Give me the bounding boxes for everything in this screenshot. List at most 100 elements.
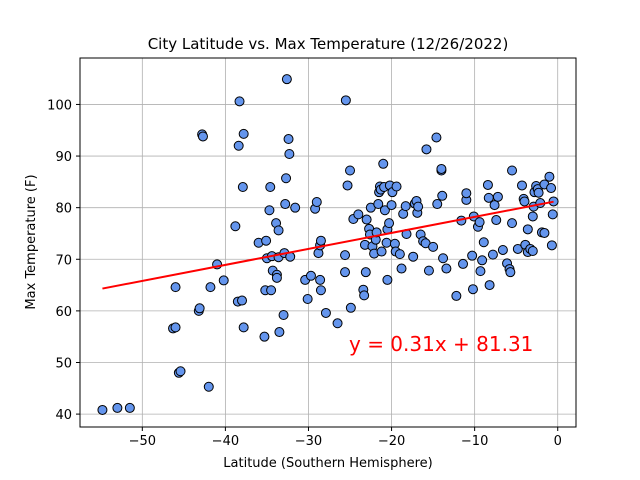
data-point xyxy=(234,96,245,107)
data-point xyxy=(205,282,216,293)
data-point xyxy=(170,322,181,333)
data-point xyxy=(421,144,432,155)
x-axis-label: Latitude (Southern Hemisphere) xyxy=(223,456,432,471)
data-point xyxy=(431,132,442,143)
data-point xyxy=(394,249,405,260)
data-point xyxy=(527,211,538,222)
data-point xyxy=(271,272,282,283)
data-point xyxy=(441,263,452,274)
data-point xyxy=(458,258,469,269)
data-point xyxy=(340,250,351,261)
data-point xyxy=(238,322,249,333)
data-point xyxy=(373,199,384,210)
data-point xyxy=(492,191,503,202)
data-point xyxy=(376,246,387,257)
data-point xyxy=(359,290,370,301)
data-point xyxy=(436,163,447,174)
data-point xyxy=(432,199,443,210)
data-point xyxy=(474,217,485,228)
y-tick-label: 70 xyxy=(55,253,72,268)
x-tick-label: −20 xyxy=(378,434,405,449)
data-point xyxy=(408,251,419,262)
data-point xyxy=(428,241,439,252)
regression-equation: y = 0.31x + 81.31 xyxy=(349,332,533,356)
data-point xyxy=(264,205,275,216)
data-point xyxy=(284,148,295,159)
data-point xyxy=(522,224,533,235)
data-point xyxy=(273,225,284,236)
data-point xyxy=(237,182,248,193)
data-point xyxy=(484,280,495,291)
data-point xyxy=(384,218,395,229)
y-tick-label: 60 xyxy=(55,305,72,320)
data-point xyxy=(278,310,289,321)
data-point xyxy=(261,235,272,246)
data-point xyxy=(315,274,326,285)
x-tick-label: −40 xyxy=(212,434,239,449)
data-point xyxy=(203,381,214,392)
data-point xyxy=(491,215,502,226)
y-tick-label: 40 xyxy=(55,408,72,423)
data-point xyxy=(475,266,486,277)
data-point xyxy=(274,327,285,338)
data-point xyxy=(437,190,448,201)
grid xyxy=(80,58,576,427)
data-point xyxy=(340,267,351,278)
data-point xyxy=(197,131,208,142)
data-point xyxy=(340,95,351,106)
x-tick-label: −10 xyxy=(461,434,488,449)
data-point xyxy=(547,209,558,220)
data-point xyxy=(97,404,108,415)
data-point xyxy=(438,253,449,264)
data-point xyxy=(516,180,527,191)
data-point xyxy=(233,140,244,151)
data-point xyxy=(315,285,326,296)
data-point xyxy=(527,246,538,257)
data-point xyxy=(546,240,557,251)
data-point xyxy=(413,201,424,212)
data-point xyxy=(302,294,313,305)
data-point xyxy=(467,284,478,295)
data-point xyxy=(281,74,292,85)
data-point xyxy=(345,302,356,313)
data-point xyxy=(519,196,530,207)
data-point xyxy=(194,303,205,314)
plot-frame xyxy=(79,57,577,428)
data-point xyxy=(259,331,270,342)
data-point xyxy=(487,249,498,260)
data-point xyxy=(451,290,462,301)
data-point xyxy=(546,183,557,194)
x-tick-label: −30 xyxy=(295,434,322,449)
data-point xyxy=(381,237,392,248)
data-points xyxy=(97,74,559,415)
data-point xyxy=(315,235,326,246)
data-point xyxy=(237,295,248,306)
y-tick-label: 50 xyxy=(55,356,72,371)
data-point xyxy=(361,214,372,225)
regression-line-layer xyxy=(102,200,554,290)
data-point xyxy=(124,402,135,413)
data-point xyxy=(305,270,316,281)
x-tick-label: −50 xyxy=(129,434,156,449)
data-point xyxy=(238,128,249,139)
data-point xyxy=(266,285,277,296)
data-point xyxy=(320,307,331,318)
data-point xyxy=(353,209,364,220)
data-point xyxy=(507,218,518,229)
data-point xyxy=(533,187,544,198)
regression-line xyxy=(102,200,554,290)
axes: −50 −40 −30 −20 −10 0 40 50 60 70 80 90 100 xyxy=(47,98,562,449)
data-point xyxy=(170,282,181,293)
data-point xyxy=(283,134,294,145)
data-point xyxy=(400,201,411,212)
data-point xyxy=(507,165,518,176)
x-tick-label: 0 xyxy=(554,434,562,449)
y-tick-label: 80 xyxy=(55,202,72,217)
data-point xyxy=(175,366,186,377)
data-point xyxy=(281,173,292,184)
chart-title: City Latitude vs. Max Temperature (12/26… xyxy=(148,35,509,53)
data-point xyxy=(539,227,550,238)
data-point xyxy=(230,221,241,232)
data-point xyxy=(391,181,402,192)
